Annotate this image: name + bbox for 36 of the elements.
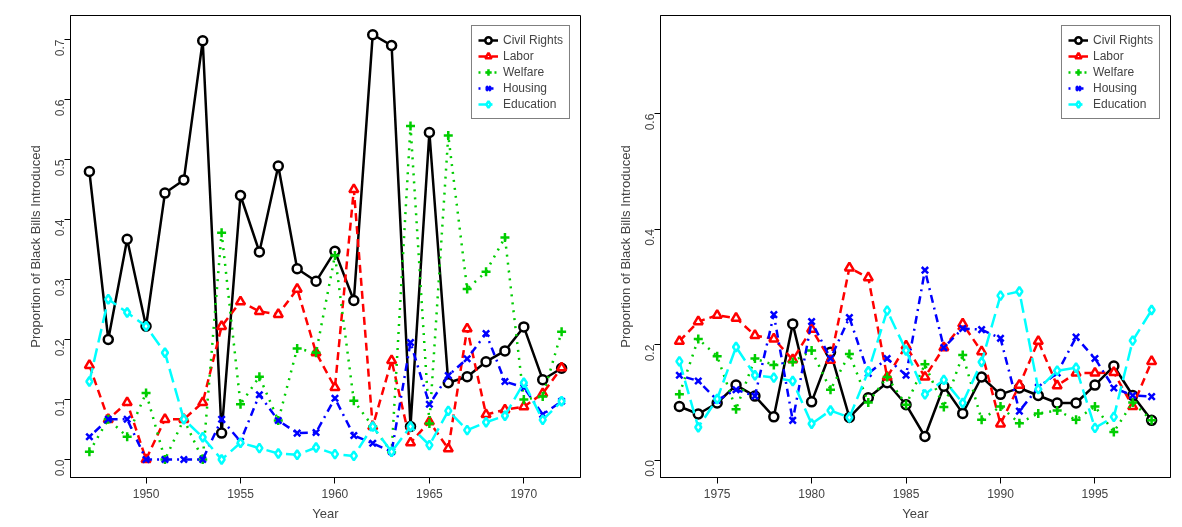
y-tick-label: 0.2 (53, 339, 67, 357)
y-tick-label: 0.0 (643, 459, 657, 477)
x-tick-label: 1965 (416, 486, 444, 501)
legend-label: Labor (502, 48, 534, 64)
x-tick-label: 1950 (132, 486, 160, 501)
y-tick-label: 0.7 (53, 39, 67, 57)
x-tick-label: 1955 (227, 486, 255, 501)
x-tick-label: 1990 (987, 486, 1015, 501)
x-tick-label: 1975 (703, 486, 731, 501)
x-tick-label: 1995 (1081, 486, 1109, 501)
legend-label: Housing (1092, 80, 1138, 96)
y-tick-label: 0.4 (643, 228, 657, 246)
x-tick-label: 1985 (892, 486, 920, 501)
legend-label: Welfare (1092, 64, 1135, 80)
x-axis-title: Year (902, 505, 930, 521)
y-tick-label: 0.1 (53, 399, 67, 417)
legend-label: Welfare (502, 64, 545, 80)
y-tick-label: 0.3 (53, 279, 67, 297)
y-tick-label: 0.5 (53, 159, 67, 177)
x-tick-label: 1980 (798, 486, 826, 501)
legend-label: Civil Rights (502, 32, 563, 48)
y-tick-label: 0.0 (53, 459, 67, 477)
y-tick-label: 0.2 (643, 344, 657, 362)
y-axis-title: Proportion of Black Bills Introduced (617, 145, 633, 348)
x-axis-title: Year (312, 505, 340, 521)
y-axis-title: Proportion of Black Bills Introduced (27, 145, 43, 348)
legend-label: Education (1092, 96, 1147, 112)
y-tick-label: 0.6 (643, 113, 657, 131)
legend-label: Civil Rights (1092, 32, 1153, 48)
x-tick-label: 1960 (321, 486, 349, 501)
legend-label: Education (502, 96, 557, 112)
legend-label: Labor (1092, 48, 1124, 64)
y-tick-label: 0.6 (53, 99, 67, 117)
legend-label: Housing (502, 80, 548, 96)
x-tick-label: 1970 (510, 486, 538, 501)
y-tick-label: 0.4 (53, 219, 67, 237)
